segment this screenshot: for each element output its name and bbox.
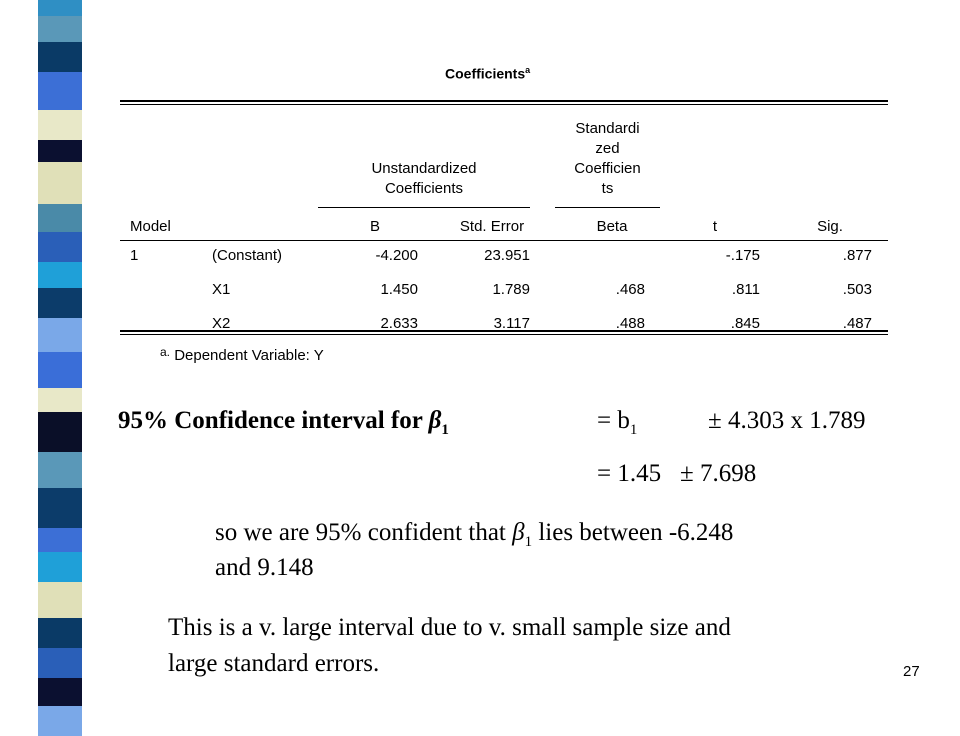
cell: X2 bbox=[212, 315, 231, 332]
column-header: B bbox=[369, 218, 380, 235]
slide: Coefficientsa a. Dependent Variable: Y U… bbox=[38, 0, 920, 736]
title: Coefficients bbox=[445, 65, 526, 82]
cell: .877 bbox=[842, 247, 872, 264]
group-header: Unstandardized bbox=[371, 160, 477, 177]
text: 1 bbox=[629, 422, 638, 438]
text: 95% Confidence interval for bbox=[118, 407, 429, 434]
table: Coefficientsa a. Dependent Variable: Y U… bbox=[105, 45, 895, 385]
decor-strip bbox=[38, 0, 88, 736]
text: β bbox=[512, 519, 525, 546]
cell: 1.789 bbox=[492, 281, 530, 298]
column-header: Model bbox=[130, 218, 171, 235]
group-header: Coefficien bbox=[574, 160, 641, 177]
rule bbox=[318, 207, 530, 208]
cell: -.175 bbox=[725, 247, 760, 264]
cell: .503 bbox=[842, 281, 872, 298]
ci-eq2: = 1.45 bbox=[597, 460, 662, 487]
cell: 1.450 bbox=[380, 281, 418, 298]
column-header: Sig. bbox=[817, 218, 843, 235]
group-header: zed bbox=[595, 140, 620, 157]
cell: .468 bbox=[615, 281, 645, 298]
text: 1 bbox=[524, 534, 533, 550]
column-header: Beta bbox=[596, 218, 628, 235]
column-header: Std. Error bbox=[459, 218, 525, 235]
ci-line1: 95% Confidence interval for β1 bbox=[118, 407, 449, 439]
rule bbox=[120, 104, 888, 105]
cell: .811 bbox=[731, 281, 760, 298]
text: = b bbox=[597, 407, 630, 434]
text: β bbox=[428, 407, 442, 434]
rule bbox=[120, 100, 888, 102]
cell: 3.117 bbox=[493, 315, 530, 332]
cell: (Constant) bbox=[212, 247, 283, 264]
ci-eq: = b1 bbox=[597, 407, 637, 439]
cell: X1 bbox=[212, 281, 231, 298]
statement: so we are 95% confident that β1 lies bet… bbox=[215, 519, 733, 551]
cell: 23.951 bbox=[484, 247, 530, 264]
group-header: Coefficients bbox=[384, 180, 464, 197]
group-header: ts bbox=[601, 180, 614, 197]
ci-pm: ± 4.303 x 1.789 bbox=[708, 407, 866, 434]
text: so we are 95% confident that bbox=[215, 519, 513, 546]
cell: -4.200 bbox=[375, 247, 418, 264]
note: large standard errors. bbox=[168, 650, 380, 677]
footnote-text: Dependent Variable: Y bbox=[174, 347, 324, 364]
cell: .487 bbox=[842, 315, 872, 332]
title-sup: a bbox=[525, 65, 531, 75]
rule bbox=[120, 330, 888, 332]
ci-pm2: ± 7.698 bbox=[680, 460, 757, 487]
cell: .845 bbox=[730, 315, 760, 332]
rule bbox=[120, 334, 888, 335]
footnote: a. Dependent Variable: Y bbox=[160, 345, 324, 364]
table-title: Coefficientsa bbox=[445, 65, 530, 82]
rule bbox=[555, 207, 660, 208]
rule bbox=[120, 240, 888, 241]
cell: 1 bbox=[130, 247, 139, 264]
text: lies between -6.248 bbox=[532, 519, 734, 546]
text: 1 bbox=[441, 422, 449, 438]
page-number: 27 bbox=[903, 663, 920, 680]
cell: .488 bbox=[615, 315, 645, 332]
statement-2: and 9.148 bbox=[215, 554, 314, 581]
note: This is a v. large interval due to v. sm… bbox=[168, 614, 731, 641]
cell: 2.633 bbox=[380, 315, 418, 332]
footnote-marker: a. bbox=[160, 345, 171, 359]
group-header: Standardi bbox=[575, 120, 640, 137]
column-header: t bbox=[712, 218, 718, 235]
